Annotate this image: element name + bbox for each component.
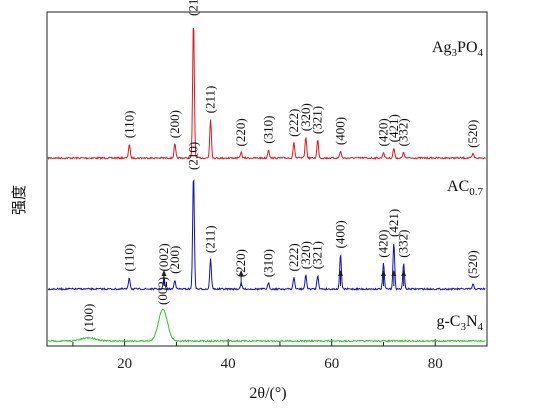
peak-label: (520) — [465, 120, 480, 148]
x-tick-label: 80 — [428, 356, 443, 372]
peak-label: (421) — [386, 114, 401, 142]
peak-label: (211) — [203, 86, 218, 114]
peak-label: (220) — [233, 249, 248, 277]
series-layer — [47, 27, 486, 343]
peak-label: (310) — [261, 116, 276, 144]
marker-arrowhead — [161, 270, 167, 276]
series-line-3 — [47, 308, 486, 343]
series-label-2: AC0.7 — [447, 178, 483, 198]
peak-label: (320) — [298, 103, 313, 131]
peak-label: (110) — [121, 111, 136, 139]
y-axis-title: 强度 — [10, 185, 28, 215]
marker-arrowhead — [238, 270, 244, 276]
x-axis-title: 2θ/(°) — [249, 385, 286, 402]
peak-label: (332) — [396, 230, 411, 258]
peak-label: (400) — [333, 117, 348, 145]
series-label-3: g-C3N4 — [436, 313, 483, 333]
peak-label: (110) — [121, 244, 136, 272]
peak-label: (200) — [167, 110, 182, 138]
series-label-text: Ag — [432, 39, 452, 56]
series-label-text: AC — [447, 178, 469, 195]
series-label-text: g-C — [436, 313, 460, 330]
peak-label: (421) — [386, 209, 401, 237]
marker-arrowhead — [338, 270, 344, 276]
peak-label: (222) — [286, 109, 301, 137]
series-label-subscript: 0.7 — [469, 186, 483, 198]
series-line-2 — [47, 179, 486, 291]
x-tick-label: 40 — [221, 356, 236, 372]
peak-label: (321) — [310, 241, 325, 269]
peak-label: (211) — [203, 225, 218, 253]
marker-arrowhead — [401, 270, 407, 276]
peak-label: (200) — [167, 246, 182, 274]
axes-frame: 20 40 60 80 — [46, 11, 488, 372]
peak-label: (002) — [156, 243, 171, 271]
x-tick-label: 20 — [117, 356, 132, 372]
peak-label: (310) — [261, 249, 276, 277]
x-tick-label: 60 — [324, 356, 339, 372]
peak-label: (222) — [286, 243, 301, 271]
series-label-1: Ag3PO4 — [432, 39, 484, 59]
peak-label: (420) — [375, 230, 390, 258]
marker-arrowhead — [380, 270, 386, 276]
peak-label: (332) — [396, 118, 411, 146]
series-label-text: PO — [457, 39, 477, 56]
peak-label: (520) — [465, 250, 480, 278]
series-label-subscript: 3 — [460, 321, 466, 333]
peak-label: (100) — [81, 304, 96, 332]
marker-arrowhead — [391, 270, 397, 276]
series-label-subscript: 4 — [478, 47, 484, 59]
peak-label: (210) — [185, 142, 200, 170]
series-line-1 — [47, 27, 486, 161]
peak-label: (220) — [233, 118, 248, 146]
series-label-subscript: 4 — [478, 321, 484, 333]
peak-annotations: (110) (200)(210)(211)(220) (310) (222)(320)… — [81, 0, 480, 332]
series-label-subscript: 3 — [452, 47, 458, 59]
peak-label: (420) — [375, 118, 390, 146]
peak-label: (400) — [333, 220, 348, 248]
peak-label: (320) — [298, 241, 313, 269]
peak-label: (321) — [310, 106, 325, 134]
plot-frame — [46, 11, 488, 347]
peak-label: (002) — [155, 277, 170, 305]
series-label-text: N — [466, 313, 478, 330]
peak-label: (210) — [185, 0, 200, 16]
